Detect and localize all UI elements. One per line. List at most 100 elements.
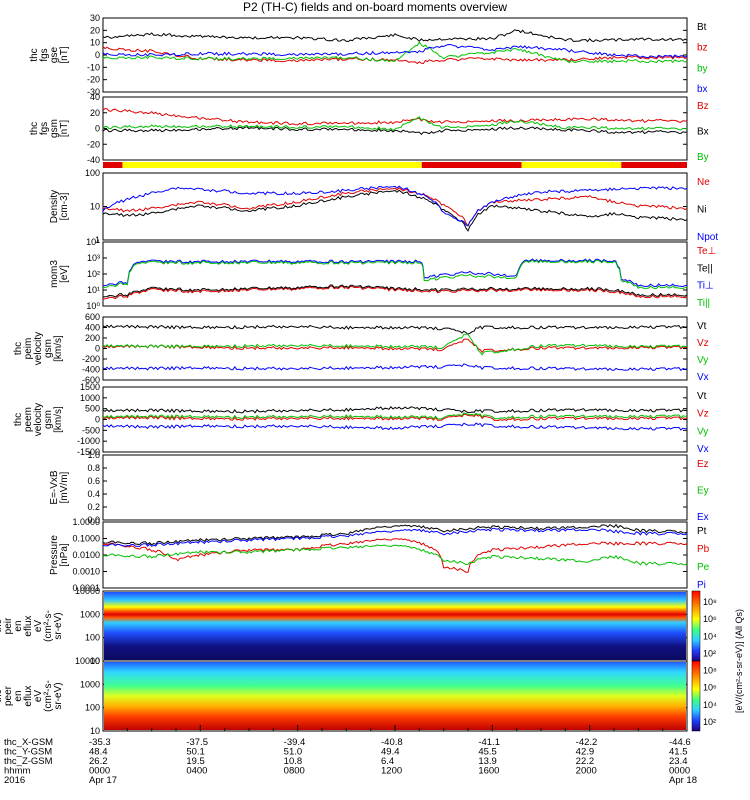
series-ve-Vt [102, 406, 688, 414]
colorbar-tick: 10⁶ [703, 683, 717, 693]
y-tick-label: 10¹ [87, 285, 100, 295]
xrow-value: 10.8 [284, 756, 303, 767]
xrow-value: -39.4 [284, 737, 306, 748]
y-tick-label: 0.2 [87, 502, 100, 512]
series-fgs-Bt [102, 29, 688, 43]
panel-ylabel-peir: thc [0, 619, 4, 632]
chart-title: P2 (TH-C) fields and on-board moments ov… [242, 0, 508, 14]
panel-frame-pressure [102, 521, 688, 589]
xrow-value: 1600 [478, 766, 499, 777]
panel-ylabel-peir: eV [33, 620, 44, 633]
legend-fgs-bz: bz [697, 43, 708, 54]
region-segment [521, 162, 622, 168]
series-fgs-by [102, 41, 688, 64]
legend-vi-Vz: Vz [697, 338, 709, 349]
y-tick-label: 100 [85, 703, 100, 713]
legend-vi-Vy: Vy [697, 355, 708, 366]
series-fgsgsm-Bz [102, 107, 688, 126]
panel-ylabel-vi: [km/s] [53, 335, 64, 362]
legend-fgsgsm-Bz: Bz [697, 101, 709, 112]
series-ve-Vz [102, 413, 688, 422]
xrow-value: -42.2 [576, 737, 598, 748]
xrow-value: 51.0 [284, 747, 303, 758]
y-tick-label: 0.0001 [72, 583, 100, 593]
y-tick-label: -400 [82, 365, 100, 375]
series-pressure-Pi [102, 527, 688, 548]
xrow-name-thc_Y-GSM: thc_Y-GSM [4, 747, 52, 758]
panel-frame-ve [102, 386, 688, 453]
y-tick-label: 0.0 [87, 515, 100, 525]
xrow-name-hhmm: hhmm [4, 766, 30, 777]
panel-ylabel-peir: eflux [23, 615, 34, 636]
panel-ylabel-peir: en [13, 620, 24, 631]
panel-ylabel-density: Density [49, 190, 60, 223]
colorbar-tick: 10⁶ [703, 614, 717, 624]
xrow-value: 6.4 [381, 756, 394, 767]
panel-ylabel-vi: peim [23, 338, 34, 360]
xrow-name-thc_X-GSM: thc_X-GSM [4, 737, 53, 748]
panel-ylabel-fgs: [nT] [59, 46, 70, 63]
panel-ylabel-peer: eflux [23, 685, 34, 706]
xrow-name-thc_Z-GSM: thc_Z-GSM [4, 756, 53, 767]
y-tick-label: 200 [85, 333, 100, 343]
y-tick-label: 1000 [80, 393, 100, 403]
xrow-value: 23.4 [669, 756, 688, 767]
series-pressure-Pt [102, 523, 688, 546]
colorbar-tick: 10² [703, 717, 716, 727]
y-tick-label: 10000 [75, 586, 100, 596]
xrow-value: 0800 [284, 766, 305, 777]
y-tick-label: 0.4 [87, 489, 100, 499]
y-tick-label: 20 [90, 108, 100, 118]
legend-efield-Ez: Ez [697, 459, 709, 470]
panel-ylabel-fgsgsm: gsm [49, 119, 60, 138]
y-tick-label: 100 [85, 168, 100, 178]
y-tick-label: -500 [82, 425, 100, 435]
series-density-Ne [102, 187, 688, 227]
xrow-value: 42.9 [576, 747, 595, 758]
y-tick-label: 40 [90, 92, 100, 102]
panel-ylabel-efield: [mV/m] [59, 471, 70, 503]
y-tick-label: 1.0000 [72, 517, 100, 527]
x-date-start: Apr 17 [89, 775, 117, 786]
x-year: 2016 [4, 775, 25, 786]
y-tick-label: 10 [90, 726, 100, 736]
y-tick-label: 1500 [80, 382, 100, 392]
series-temp-Ti|| [102, 259, 688, 290]
colorbar-tick: 10⁴ [703, 631, 717, 641]
xrow-value: 49.4 [381, 747, 400, 758]
y-tick-label: 100 [85, 633, 100, 643]
legend-temp-Ti||: Ti|| [697, 298, 710, 309]
xrow-value: 45.5 [478, 747, 497, 758]
series-fgs-bx [102, 43, 688, 59]
legend-density-Ne: Ne [697, 177, 710, 188]
region-segment [122, 162, 422, 168]
xrow-value: 26.2 [89, 756, 108, 767]
series-ve-Vx [102, 422, 688, 431]
series-pressure-Pb [102, 538, 688, 573]
xrow-value: -37.5 [186, 737, 208, 748]
legend-ve-Vz: Vz [697, 409, 709, 420]
y-tick-label: 10⁴ [86, 237, 100, 247]
panel-frame-temp [102, 241, 688, 307]
legend-pressure-Pi: Pi [697, 580, 706, 591]
panel-ylabel-temp: mom3 [49, 260, 60, 288]
xrow-value: 0400 [186, 766, 207, 777]
y-tick-label: 10⁰ [86, 301, 100, 311]
legend-pressure-Pe: Pe [697, 562, 710, 573]
panel-ylabel-fgsgsm: fgs [39, 122, 50, 135]
y-tick-label: 1000 [80, 679, 100, 689]
y-tick-label: 10000 [75, 656, 100, 666]
y-tick-label: 1000 [80, 609, 100, 619]
xrow-value: -41.1 [478, 737, 500, 748]
series-vi-Vz [102, 338, 688, 354]
legend-fgsgsm-Bx: Bx [697, 127, 709, 138]
y-tick-label: -30 [87, 87, 100, 97]
y-tick-label: 0.0010 [72, 567, 100, 577]
y-tick-label: 0.1000 [72, 534, 100, 544]
y-tick-label: 0.6 [87, 476, 100, 486]
panel-ylabel-vi: velocity [33, 332, 44, 365]
panel-ylabel-fgsgsm: [nT] [59, 120, 70, 137]
y-tick-label: -1000 [77, 436, 100, 446]
legend-density-Ni: Ni [697, 205, 706, 216]
xrow-value: -44.6 [669, 737, 691, 748]
